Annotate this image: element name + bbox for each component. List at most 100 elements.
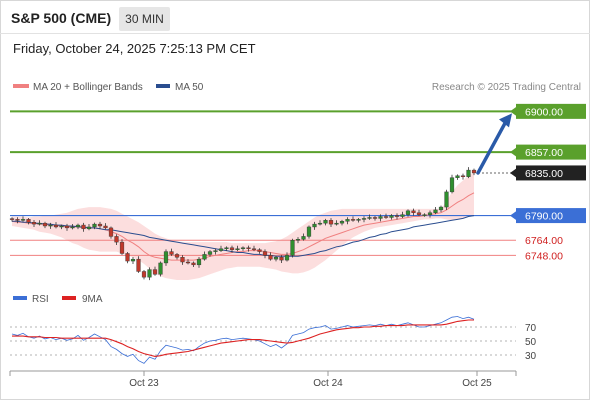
candle-body (301, 236, 306, 240)
candle-body (136, 258, 141, 272)
candle (466, 167, 471, 179)
candle-body (70, 226, 75, 229)
candle (48, 222, 53, 229)
candle (290, 238, 295, 258)
candle (31, 220, 37, 228)
rsi-tick-50: 50 (525, 337, 537, 348)
candle-body (92, 223, 97, 228)
candle (103, 223, 108, 230)
ma50-legend-swatch (156, 84, 170, 88)
candle-body (257, 249, 262, 252)
bollinger-band (12, 172, 474, 280)
candle-body (405, 210, 411, 215)
credit-text: Research © 2025 Trading Central (432, 82, 581, 93)
candle (389, 214, 394, 220)
candle (306, 225, 312, 239)
candle (70, 224, 75, 230)
timeframe-button[interactable]: 30 MIN (119, 7, 170, 31)
candle (317, 220, 323, 226)
level-tag-6857.00: 6857.00 (525, 147, 563, 159)
candle (224, 246, 229, 251)
candle (422, 213, 427, 217)
candle (383, 213, 389, 219)
candle (15, 217, 20, 224)
candle (53, 222, 59, 229)
candle (213, 248, 218, 255)
candle (119, 239, 125, 255)
candle-body (416, 212, 422, 215)
candle-body (114, 236, 119, 243)
target-arrow-shaft (476, 119, 508, 175)
candle-body (152, 269, 158, 275)
candle (86, 224, 92, 231)
level-label-6764.00: 6764.00 (525, 235, 563, 247)
symbol-title: S&P 500 (CME) (11, 10, 112, 26)
candle-body (268, 255, 273, 260)
candle (372, 216, 378, 221)
candle-body (64, 225, 70, 229)
candle-body (97, 223, 103, 227)
candle (257, 248, 262, 254)
level-tag-bg-6790.00 (516, 208, 586, 224)
level-tag-pointer-6900.00 (510, 106, 517, 117)
candle (339, 219, 345, 226)
candle-body (361, 218, 367, 220)
candle-body (218, 248, 224, 251)
candle (449, 174, 455, 194)
candle-body (378, 216, 383, 219)
target-arrow-head (499, 113, 512, 128)
candle (240, 246, 246, 251)
candle (136, 256, 141, 273)
candle-body (163, 251, 169, 264)
candle-body (108, 227, 114, 237)
candle-body (141, 271, 147, 278)
candle (251, 245, 257, 252)
candle (196, 256, 202, 268)
candle-body (394, 215, 400, 217)
candle-body (471, 169, 477, 174)
candle (262, 249, 268, 259)
candle (416, 209, 422, 217)
candle-body (251, 248, 257, 250)
candle-body (449, 177, 455, 193)
candle (185, 259, 191, 265)
candle (361, 216, 367, 223)
level-tag-6900.00: 6900.00 (525, 106, 563, 118)
candle (345, 217, 350, 225)
candle (114, 234, 119, 246)
candle-body (191, 262, 196, 266)
level-tag-bg-6835.00 (516, 165, 586, 181)
candle (273, 255, 279, 262)
candle-body (86, 226, 92, 230)
candle-body (26, 219, 31, 223)
candle-body (400, 214, 405, 217)
candle-body (334, 222, 339, 225)
candle-body (356, 219, 361, 221)
candle (59, 224, 64, 230)
candle-body (31, 222, 37, 225)
level-tag-bg-6857.00 (516, 144, 586, 160)
candle (158, 261, 163, 277)
candle-body (235, 248, 240, 250)
candle-body (213, 250, 218, 252)
candle (312, 221, 317, 230)
candle (246, 245, 251, 252)
level-tag-bg-6900.00 (516, 103, 586, 119)
candle (394, 213, 400, 220)
candle (229, 245, 235, 253)
candle (108, 226, 114, 239)
candle-body (125, 253, 130, 262)
candle-body (37, 222, 42, 225)
candle-body (295, 239, 301, 241)
rsi-legend-swatch (13, 296, 27, 300)
rsi-ma-line (12, 319, 474, 357)
candle (378, 214, 383, 222)
ma9-legend-swatch (62, 296, 76, 300)
candle (301, 233, 306, 241)
candle-body (158, 262, 163, 275)
candle (328, 218, 334, 228)
candle-body (460, 175, 466, 177)
candle (81, 222, 86, 232)
candle-body (438, 206, 444, 211)
